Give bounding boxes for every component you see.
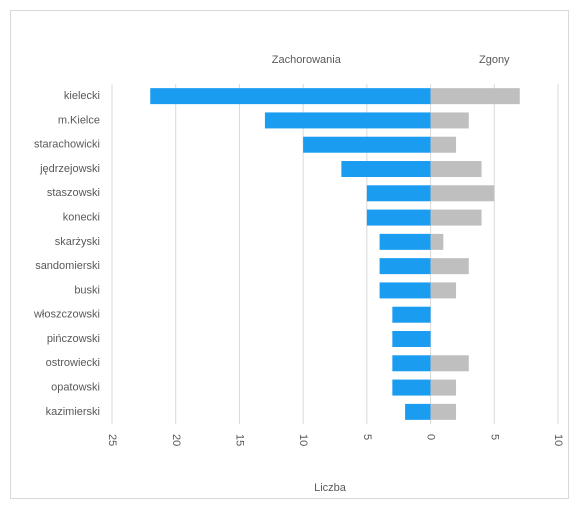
y-tick-label: opatowski: [51, 381, 100, 393]
x-tick-label: 10: [297, 434, 309, 446]
x-tick-label: 10: [552, 434, 564, 446]
y-tick-label: włoszczowski: [33, 309, 100, 321]
bar: [405, 403, 431, 420]
bar: [392, 331, 431, 347]
bar: [430, 209, 482, 226]
y-tick-label: skarżyski: [55, 236, 100, 248]
bar: [430, 136, 457, 153]
y-tick-label: sandomierski: [35, 260, 100, 272]
bar: [430, 379, 457, 396]
x-tick-label: 25: [106, 434, 118, 446]
y-tick-label: starachowicki: [34, 139, 100, 151]
x-axis-title: Liczba: [314, 482, 347, 494]
bar: [366, 209, 431, 226]
bar: [430, 282, 457, 299]
y-tick-label: kazimierski: [46, 406, 100, 418]
bar: [379, 258, 431, 275]
bar: [379, 282, 431, 299]
bar: [392, 355, 431, 372]
bar: [430, 258, 469, 275]
y-tick-label: buski: [74, 284, 100, 296]
y-tick-label: ostrowiecki: [46, 357, 100, 369]
bar: [366, 185, 431, 202]
x-tick-label: 15: [234, 434, 246, 446]
bar: [341, 161, 431, 177]
bar: [392, 306, 431, 323]
bar: [430, 185, 495, 202]
bar: [303, 136, 431, 153]
y-tick-label: jędrzejowski: [39, 163, 100, 175]
bar: [430, 233, 444, 250]
x-tick-label: 20: [170, 434, 182, 446]
x-tick-label: 0: [425, 434, 437, 440]
chart-border: [10, 10, 569, 499]
bar: [379, 233, 431, 250]
bar: [150, 88, 431, 105]
y-tick-label: pińczowski: [47, 333, 100, 345]
y-tick-label: staszowski: [47, 187, 100, 199]
bar: [430, 355, 469, 372]
bar: [430, 161, 482, 177]
legend-label: Zgony: [479, 54, 510, 66]
bar: [264, 112, 431, 129]
x-tick-label: 5: [488, 434, 500, 440]
legend-label: Zachorowania: [272, 54, 342, 66]
bar: [430, 112, 469, 129]
y-tick-label: m.Kielce: [58, 114, 100, 126]
bar: [430, 88, 520, 105]
x-tick-label: 5: [361, 434, 373, 440]
y-tick-label: kielecki: [64, 90, 100, 102]
bar: [430, 403, 457, 420]
bar: [392, 379, 431, 396]
y-tick-label: konecki: [63, 211, 100, 223]
